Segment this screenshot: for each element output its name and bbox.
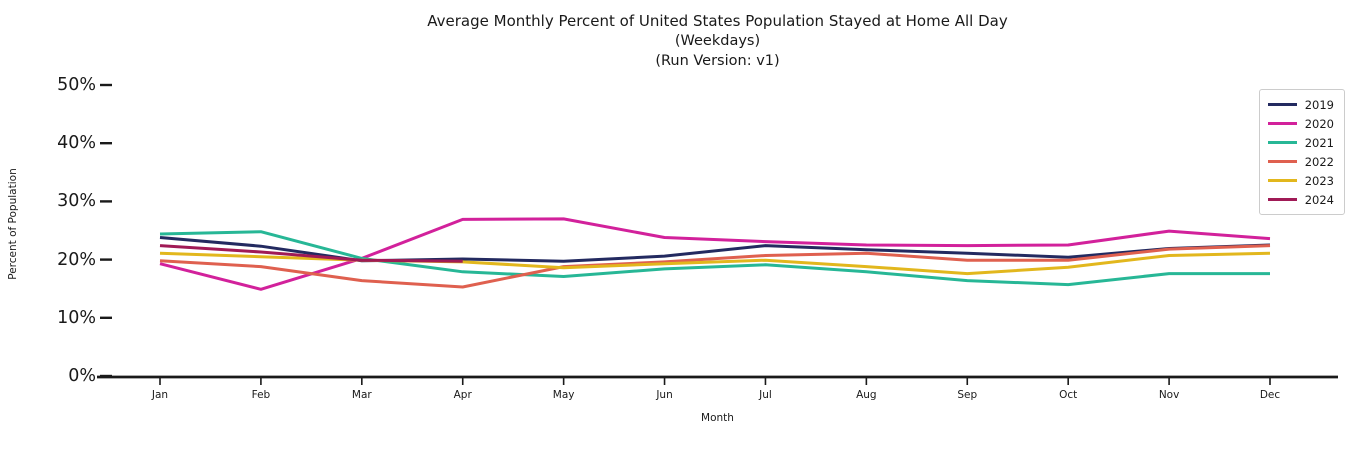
x-tick-label: Dec: [1259, 389, 1281, 401]
x-tick-label: Oct: [1059, 389, 1078, 401]
y-tick-label: 30%: [57, 191, 96, 212]
legend-label: 2019: [1304, 97, 1334, 112]
x-tick-label: Feb: [251, 389, 271, 401]
x-tick-label: Aug: [856, 389, 877, 401]
legend-swatch-2021: [1267, 141, 1297, 144]
x-tick-label: Apr: [453, 389, 472, 401]
legend-swatch-2022: [1267, 160, 1297, 163]
x-tick-label: Mar: [351, 389, 372, 401]
legend-item-2021: 2021: [1267, 133, 1334, 152]
legend-swatch-2020: [1267, 122, 1297, 125]
legend-swatch-2023: [1267, 179, 1297, 182]
x-tick-label: Nov: [1158, 389, 1180, 401]
legend-item-2024: 2024: [1267, 190, 1334, 209]
y-tick-label: 40%: [57, 133, 96, 154]
chart-subtitle: (Weekdays): [674, 33, 761, 49]
y-tick-label: 0%: [68, 366, 96, 386]
y-tick-label: 50%: [57, 75, 96, 95]
legend-label: 2021: [1304, 135, 1334, 150]
chart-title: Average Monthly Percent of United States…: [427, 12, 1008, 30]
y-tick-label: 10%: [57, 307, 96, 328]
legend: 2019 2020 2021 2022 2023 2024: [1258, 89, 1345, 215]
legend-label: 2023: [1304, 173, 1334, 188]
x-tick-label: Jan: [151, 389, 169, 401]
series-line-2022: [159, 244, 1271, 289]
legend-item-2020: 2020: [1267, 114, 1334, 133]
legend-label: 2020: [1304, 116, 1334, 131]
legend-swatch-2019: [1267, 103, 1297, 106]
y-tick-label: 20%: [57, 249, 96, 270]
legend-swatch-2024: [1267, 198, 1297, 201]
series-line-2021: [159, 230, 1270, 287]
x-tick-label: May: [552, 389, 575, 401]
x-tick-label: Jun: [656, 389, 673, 401]
series-line-2020: [159, 217, 1271, 291]
series-line-2024: [159, 244, 463, 263]
legend-item-2022: 2022: [1267, 152, 1334, 171]
x-axis-label: Month: [701, 412, 734, 424]
chart-title-block: Average Monthly Percent of United States…: [97, 11, 1338, 71]
chart-run-version: (Run Version: v1): [655, 53, 780, 69]
x-tick-label: Jul: [759, 389, 772, 401]
legend-label: 2024: [1304, 192, 1334, 207]
legend-item-2019: 2019: [1267, 95, 1334, 114]
legend-item-2023: 2023: [1267, 171, 1334, 190]
legend-label: 2022: [1304, 154, 1334, 169]
x-tick-label: Sep: [957, 389, 978, 401]
